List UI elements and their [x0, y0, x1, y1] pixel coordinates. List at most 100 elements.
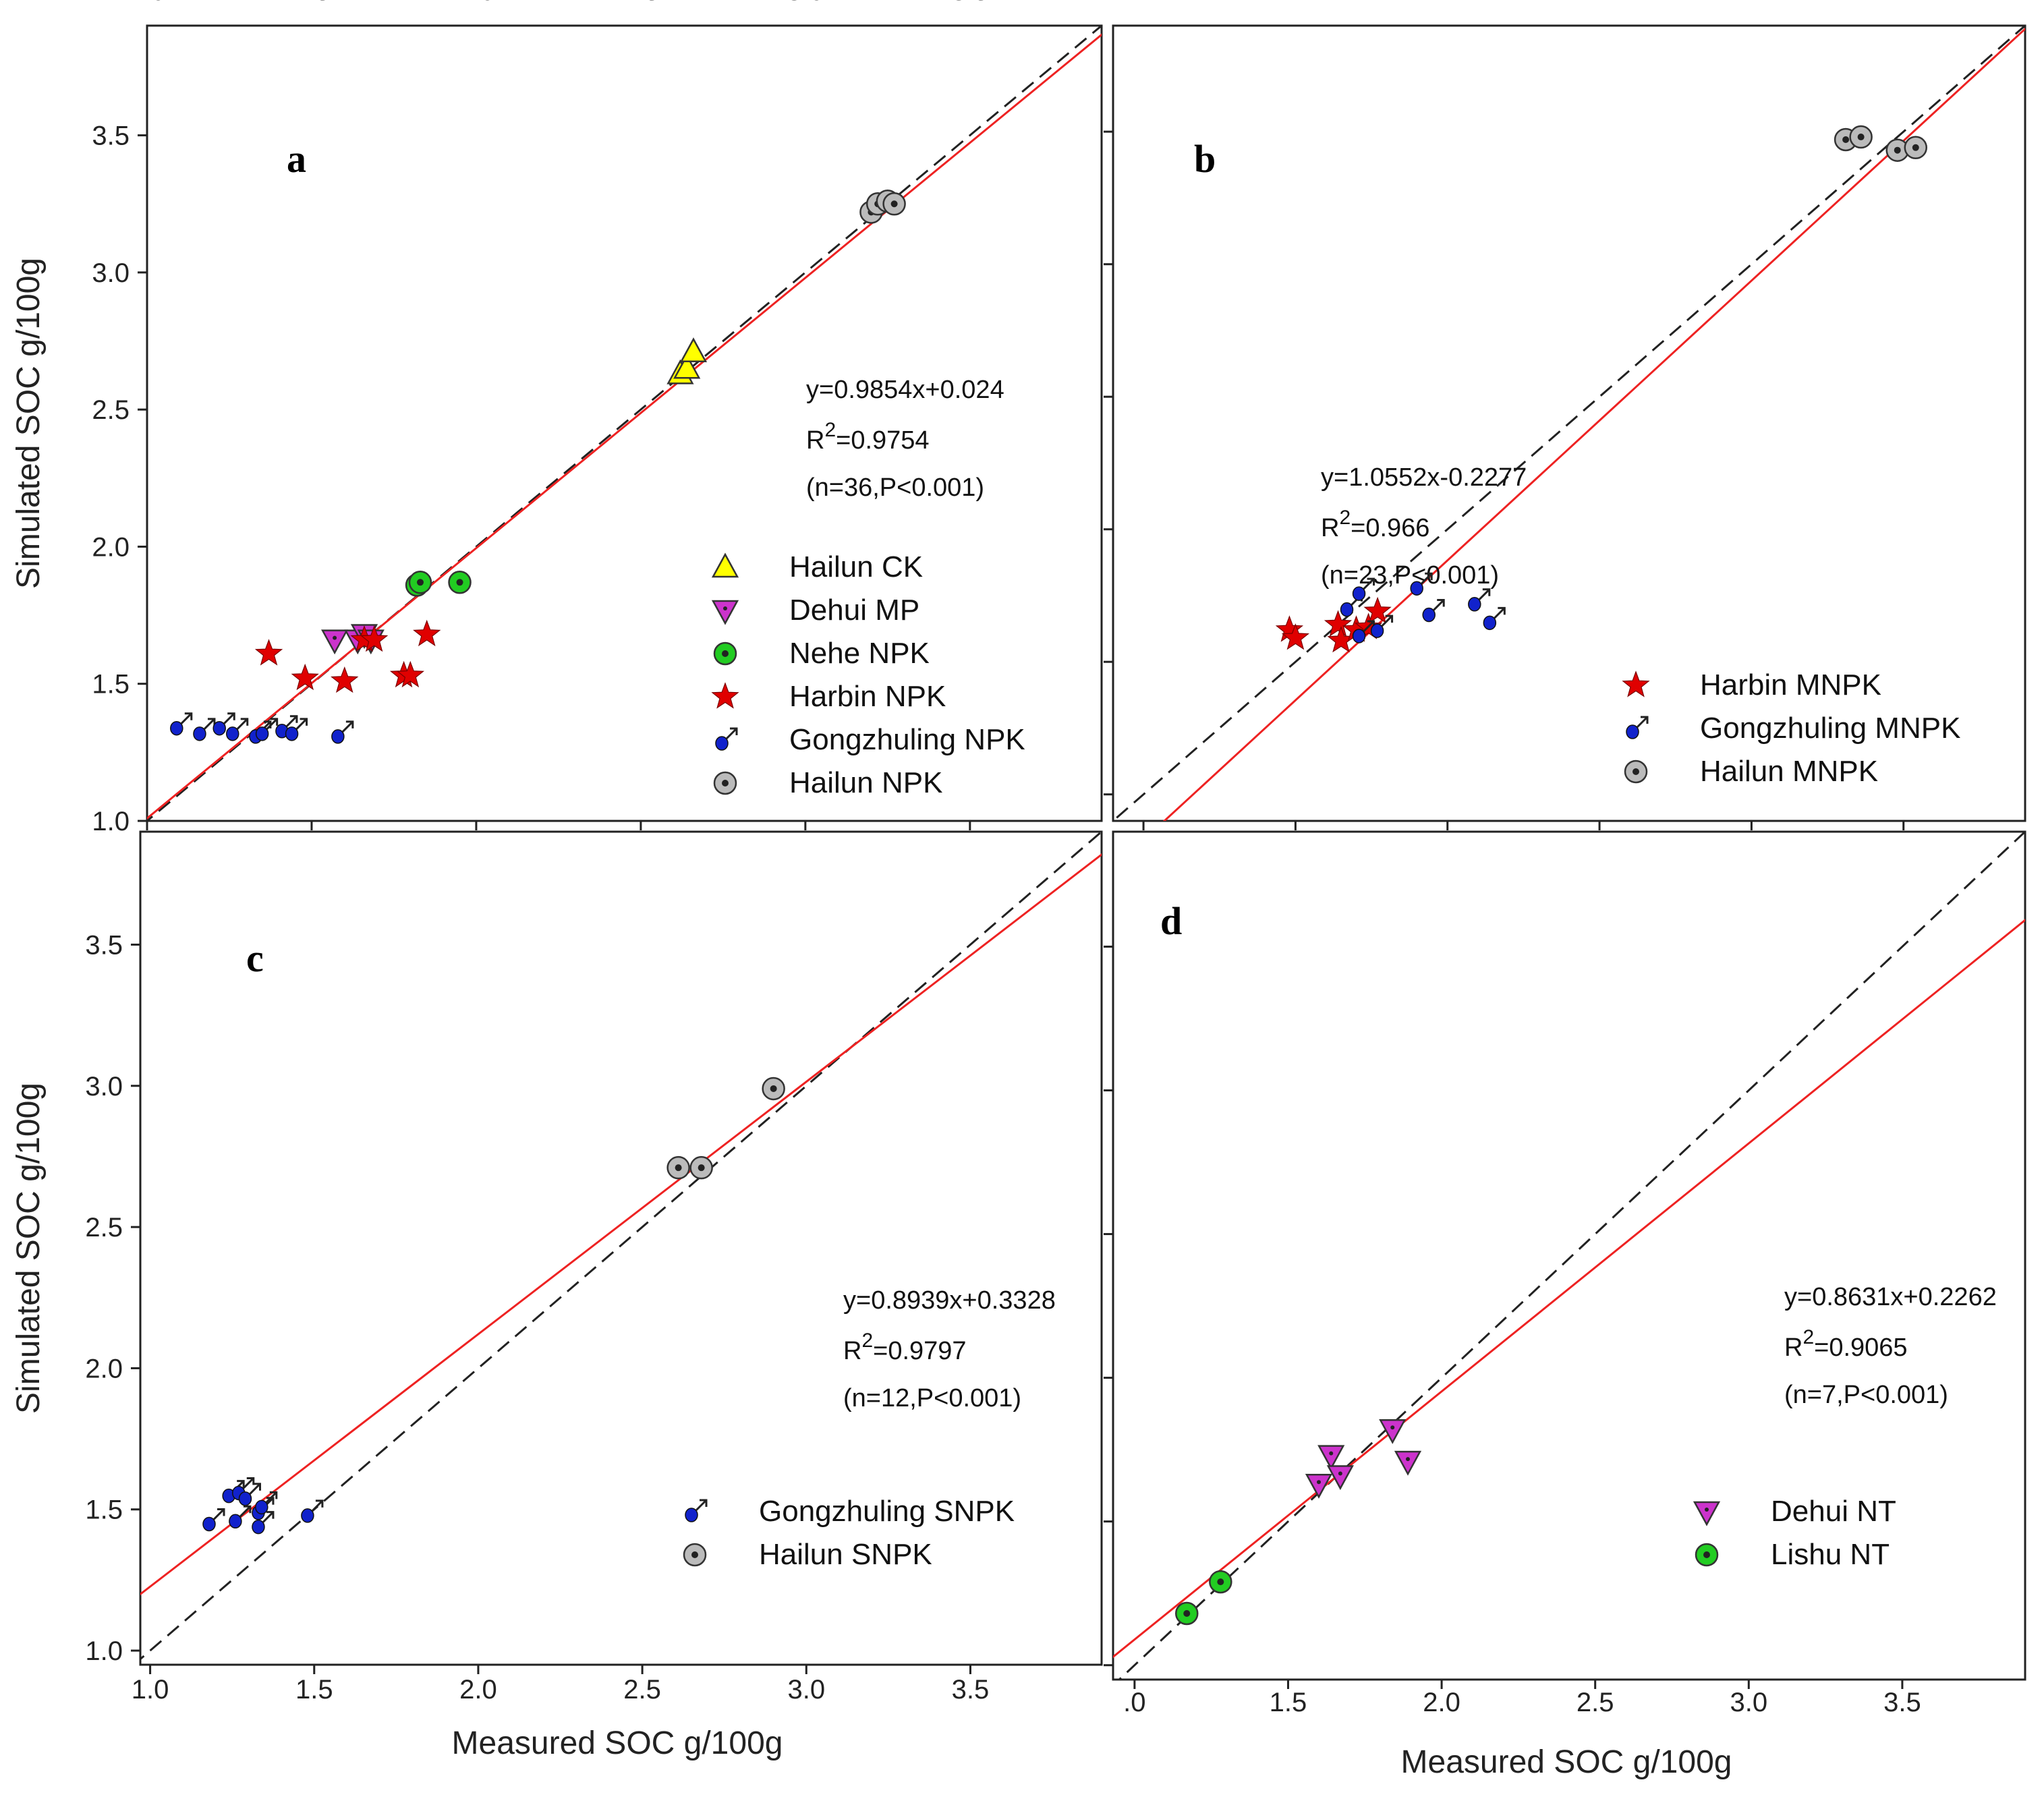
panel-c: 1.0 1.5 2.0 2.5 3.0 3.5 1.0 1.5 2.0 2.5 3.0 3.5 Simu…	[11, 830, 1103, 1761]
data-point-arrowhead	[243, 1505, 252, 1514]
legend-symbol-dot	[722, 780, 729, 786]
r2-value: =0.9754	[836, 426, 929, 455]
one-to-one-line	[147, 26, 1102, 821]
x-tick-label: 3.5	[952, 1675, 990, 1705]
regression-line	[1162, 27, 2025, 821]
x-tick-label: 2.0	[1423, 1688, 1460, 1717]
data-point-arrowhead	[266, 1511, 275, 1519]
legend-symbol-dot	[722, 650, 729, 657]
regression-line	[1113, 919, 2025, 1659]
y-tick-label: 3.0	[92, 258, 130, 288]
x-tick-label: 3.0	[787, 1675, 825, 1705]
panel-letter: a	[287, 137, 306, 181]
data-point-arrowhead	[184, 712, 193, 720]
data-point-arrowhead	[207, 718, 216, 726]
regression-equation: y=0.8631x+0.2262	[1784, 1283, 1997, 1311]
data-point-arrow	[1421, 573, 1432, 585]
y-axis-title: Simulated SOC g/100g	[11, 258, 47, 589]
data-point-arrow	[262, 1512, 274, 1523]
data-point	[1363, 596, 1392, 624]
legend-symbol-arrow	[1636, 716, 1648, 728]
data-point-dot	[1316, 1480, 1321, 1485]
data-point	[1352, 629, 1366, 643]
legend: Gongzhuling SNPK Hailun SNPK	[683, 1495, 1015, 1571]
data-point-dot	[1338, 1471, 1342, 1476]
data-point-dot	[1217, 1578, 1224, 1586]
x-tick-label: 1.5	[295, 1675, 333, 1705]
data-point-arrow	[1363, 579, 1374, 590]
x-axis-title: Measured SOC g/100g	[452, 1725, 783, 1761]
legend-symbol-arrowhead	[700, 1499, 708, 1507]
data-point	[396, 660, 425, 688]
data-point-dot	[416, 579, 424, 586]
data-point-arrowhead	[227, 712, 235, 720]
one-to-one-line	[140, 832, 1102, 1661]
data-point-arrowhead	[270, 718, 279, 726]
data-point	[1281, 623, 1310, 650]
legend-symbol-arrow	[725, 728, 737, 740]
legend-label: Hailun SNPK	[759, 1538, 932, 1571]
x-tick-label: 1.5	[1270, 1688, 1307, 1717]
r-squared: R2=0.9754	[806, 419, 930, 455]
data-point	[285, 726, 299, 741]
data-point-arrow	[265, 1492, 277, 1504]
x-tick-label: 2.5	[622, 0, 660, 6]
data-point-arrow	[212, 1509, 225, 1520]
data-point-dot	[1842, 136, 1850, 143]
one-to-one-line	[1113, 26, 2025, 821]
legend-symbol	[1626, 724, 1639, 739]
data-point-arrow	[1381, 616, 1392, 627]
y-tick-label: 1.0	[92, 807, 130, 836]
r2-value: =0.9065	[1814, 1334, 1907, 1362]
data-point	[1352, 586, 1366, 601]
data-point	[255, 1499, 268, 1515]
regression-stats: (n=12,P<0.001)	[843, 1384, 1021, 1412]
y-tick-label: 3.5	[92, 121, 130, 151]
data-point-dot	[1329, 1451, 1334, 1456]
x-tick-label: 2.5	[623, 1675, 661, 1705]
data-point-dot	[1912, 144, 1919, 151]
legend-symbol-dot	[691, 1551, 698, 1558]
data-point	[413, 619, 441, 647]
reference-lines	[1113, 26, 2025, 821]
data-point	[1394, 1450, 1422, 1476]
x-tick-label: 1.0	[128, 0, 166, 6]
r2-superscript: 2	[824, 419, 836, 441]
legend-label: Dehui NT	[1771, 1495, 1896, 1528]
data-point-arrow	[249, 1483, 260, 1495]
y-tick-label: 2.0	[92, 532, 130, 562]
data-point-dot	[770, 1085, 777, 1092]
legend-symbol-dot	[1703, 1551, 1710, 1558]
regression-equation: y=0.9854x+0.024	[806, 376, 1004, 404]
x-tick-label: 3.0	[787, 0, 824, 6]
y-tick-label: 2.0	[85, 1354, 123, 1383]
data-point-arrow	[266, 718, 277, 730]
legend-label: Nehe NPK	[789, 637, 930, 670]
data-point	[673, 353, 701, 379]
data-point-arrow	[236, 718, 248, 730]
data-point	[291, 663, 319, 691]
data-point-arrowhead	[300, 718, 308, 726]
data-point-arrow	[1478, 589, 1489, 600]
data-point	[1370, 623, 1384, 638]
r2-superscript: 2	[1339, 507, 1351, 529]
regression-line	[147, 33, 1102, 820]
data-point	[1379, 1419, 1407, 1444]
data-point-arrowhead	[253, 1483, 261, 1491]
y-axis-title: Simulated SOC g/100g	[11, 1083, 47, 1414]
data-point	[1410, 581, 1423, 596]
legend: Harbin MNPK Gongzhuling MNPK Hailun MNPK	[1622, 668, 1960, 788]
data-point-dot	[333, 635, 337, 640]
data-point-arrowhead	[1425, 572, 1433, 581]
data-points	[1175, 1419, 1422, 1626]
data-point	[202, 1516, 216, 1532]
legend-symbol	[685, 1508, 698, 1522]
data-point	[193, 726, 206, 741]
data-points	[1275, 125, 1928, 653]
data-point-dot	[1183, 1609, 1191, 1617]
data-point	[301, 1508, 314, 1523]
legend-symbol	[711, 682, 739, 709]
regression-stats: (n=36,P<0.001)	[806, 474, 984, 502]
regression-line	[140, 853, 1102, 1596]
